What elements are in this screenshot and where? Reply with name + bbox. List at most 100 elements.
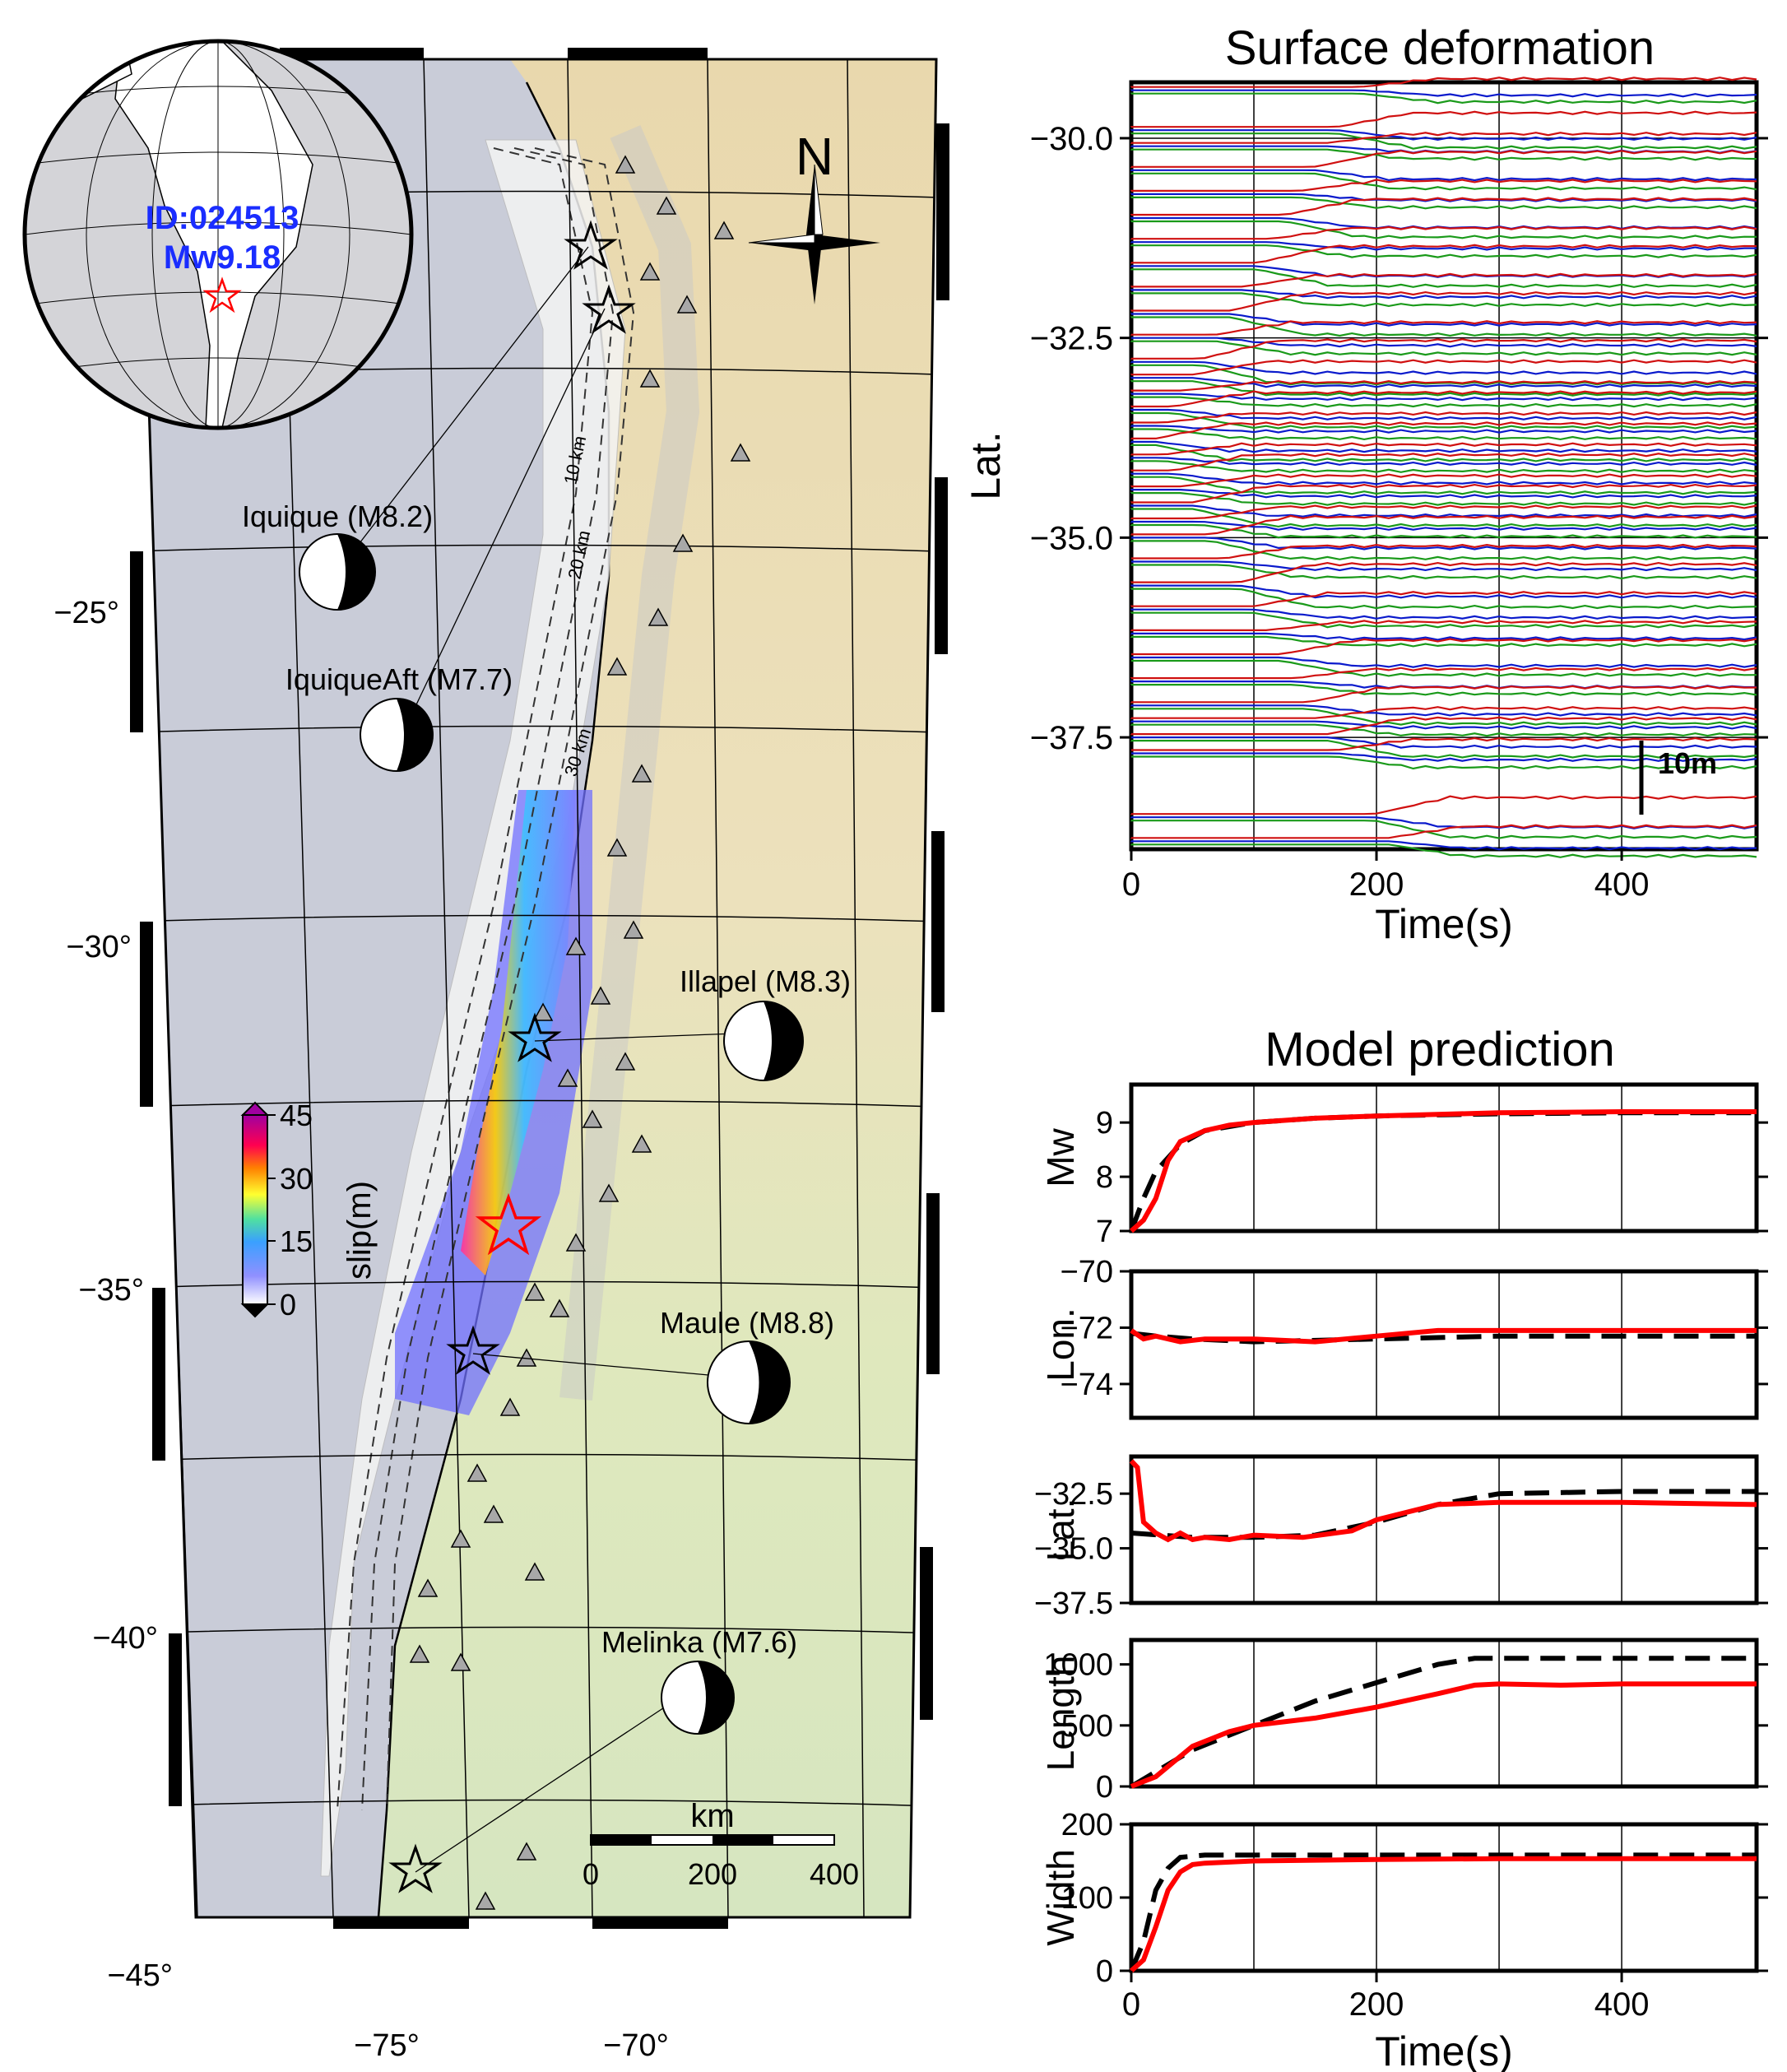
colorbar-label: slip(m) — [341, 1181, 378, 1280]
deformation-trace — [1130, 520, 1757, 532]
lat-label-45: −45° — [107, 1958, 173, 1993]
deformation-trace — [1130, 89, 1757, 98]
model-ytick-label: −74 — [1061, 1368, 1113, 1402]
deformation-trace — [1130, 338, 1757, 360]
event-label-iquiqueaft: IquiqueAft (M7.7) — [285, 662, 513, 696]
deformation-trace — [1130, 148, 1757, 161]
deformation-trace — [1130, 723, 1757, 737]
deformation-trace — [1130, 540, 1757, 560]
deformation-trace — [1130, 244, 1757, 264]
model-line-reference — [1130, 1656, 1757, 1789]
model-ytick-label: 8 — [1096, 1160, 1113, 1195]
deformation-ticks: −30.0 −32.5 −35.0 −37.5 0 200 400 — [1030, 121, 1768, 903]
model-line-prediction — [1130, 1327, 1757, 1345]
fault-mesh — [320, 139, 626, 1877]
event-label-maule: Maule (M8.8) — [660, 1306, 834, 1340]
map-panel: Iquique (M8.2) IquiqueAft (M7.7) Illapel… — [22, 39, 949, 2063]
deformation-trace — [1130, 591, 1757, 607]
deformation-trace — [1130, 241, 1757, 251]
model-ytick-label: 0 — [1096, 1770, 1113, 1805]
lon-label-75: −75° — [354, 2028, 420, 2063]
model-ylabel: Length — [1039, 1656, 1082, 1772]
model-line-prediction — [1130, 1109, 1757, 1233]
deformation-trace — [1130, 704, 1757, 717]
deformation-trace — [1130, 179, 1757, 192]
surface-deformation-panel: Surface deformation −30.0 −32.5 −35.0 −37.5… — [963, 21, 1768, 947]
model-line-prediction — [1129, 1459, 1757, 1543]
deformation-title: Surface deformation — [1225, 21, 1655, 75]
deformation-trace — [1130, 92, 1757, 105]
deformation-trace — [1130, 685, 1757, 704]
deformation-trace — [1131, 564, 1757, 580]
deformation-trace — [1130, 457, 1757, 467]
deformation-ytick-label: −32.5 — [1030, 321, 1113, 357]
deformation-trace — [1130, 428, 1757, 441]
model-xtick-label: 200 — [1349, 1986, 1404, 2023]
event-label-iquique: Iquique (M8.2) — [242, 499, 433, 533]
deformation-trace — [1130, 514, 1757, 536]
deformation-trace — [1130, 476, 1757, 495]
deformation-trace — [1130, 537, 1757, 551]
model-line-reference — [1129, 1852, 1757, 1972]
deformation-trace — [1130, 608, 1757, 620]
model-subpanel-frame — [1129, 1454, 1759, 1605]
deformation-trace — [1130, 611, 1757, 629]
deformation-ytick-label: −30.0 — [1030, 121, 1113, 157]
deformation-trace — [1130, 632, 1757, 641]
deformation-trace — [1130, 442, 1757, 456]
model-ytick-label: 500 — [1061, 1709, 1113, 1744]
deformation-trace — [1130, 150, 1757, 168]
deformation-trace — [1130, 843, 1757, 858]
deformation-trace — [1131, 752, 1757, 762]
deformation-trace — [1130, 720, 1757, 730]
deformation-trace — [1131, 755, 1757, 770]
lat-label-25: −25° — [53, 596, 119, 630]
deformation-trace — [1130, 172, 1757, 191]
scale-unit: km — [690, 1798, 734, 1834]
beachball-melinka — [661, 1661, 735, 1735]
model-xtick-label: 0 — [1122, 1986, 1140, 2023]
deformation-ytick-label: −35.0 — [1030, 520, 1113, 556]
deformation-trace — [1130, 425, 1757, 434]
lat-label-40: −40° — [92, 1621, 158, 1656]
deformation-trace — [1130, 292, 1757, 308]
deformation-xtick-label: 200 — [1349, 866, 1404, 903]
deformation-trace — [1130, 824, 1757, 839]
deformation-trace — [1130, 667, 1757, 680]
model-ylabel: Lon. — [1039, 1308, 1082, 1382]
inset-event-id: ID:024513 — [146, 200, 299, 236]
deformation-trace — [1131, 560, 1757, 572]
andes-relief — [559, 125, 700, 1401]
deformation-trace — [1130, 272, 1757, 288]
lat-label-30: −30° — [66, 930, 132, 964]
deformation-trace — [1130, 440, 1757, 453]
model-ytick-label: 1000 — [1043, 1648, 1113, 1683]
model-subpanel-width: 0 100 200 Width 0 200 400 — [1039, 1808, 1768, 2023]
deformation-trace — [1130, 290, 1757, 312]
model-ytick-label: 9 — [1096, 1106, 1113, 1141]
deformation-trace — [1130, 492, 1757, 506]
model-xtick-label: 400 — [1594, 1986, 1650, 2023]
deformation-trace — [1130, 129, 1757, 142]
deformation-trace — [1130, 110, 1757, 128]
deformation-trace — [1130, 244, 1757, 258]
deformation-trace — [1130, 736, 1757, 750]
event-label-illapel: Illapel (M8.3) — [680, 964, 851, 998]
colorbar-tick-0: 0 — [280, 1288, 296, 1322]
deformation-xlabel: Time(s) — [1375, 901, 1513, 947]
model-subpanel-frame — [1129, 1082, 1759, 1233]
deformation-traces — [1130, 77, 1757, 858]
model-line-reference — [1129, 1110, 1757, 1233]
land — [378, 59, 936, 1917]
event-stars — [388, 220, 636, 1893]
north-arrow: N — [748, 127, 880, 304]
deformation-trace — [1130, 337, 1757, 348]
deformation-trace — [1130, 508, 1757, 528]
deformation-trace — [1130, 77, 1757, 88]
deformation-ytick-label: −37.5 — [1030, 720, 1113, 756]
model-line-prediction — [1130, 1856, 1757, 1973]
